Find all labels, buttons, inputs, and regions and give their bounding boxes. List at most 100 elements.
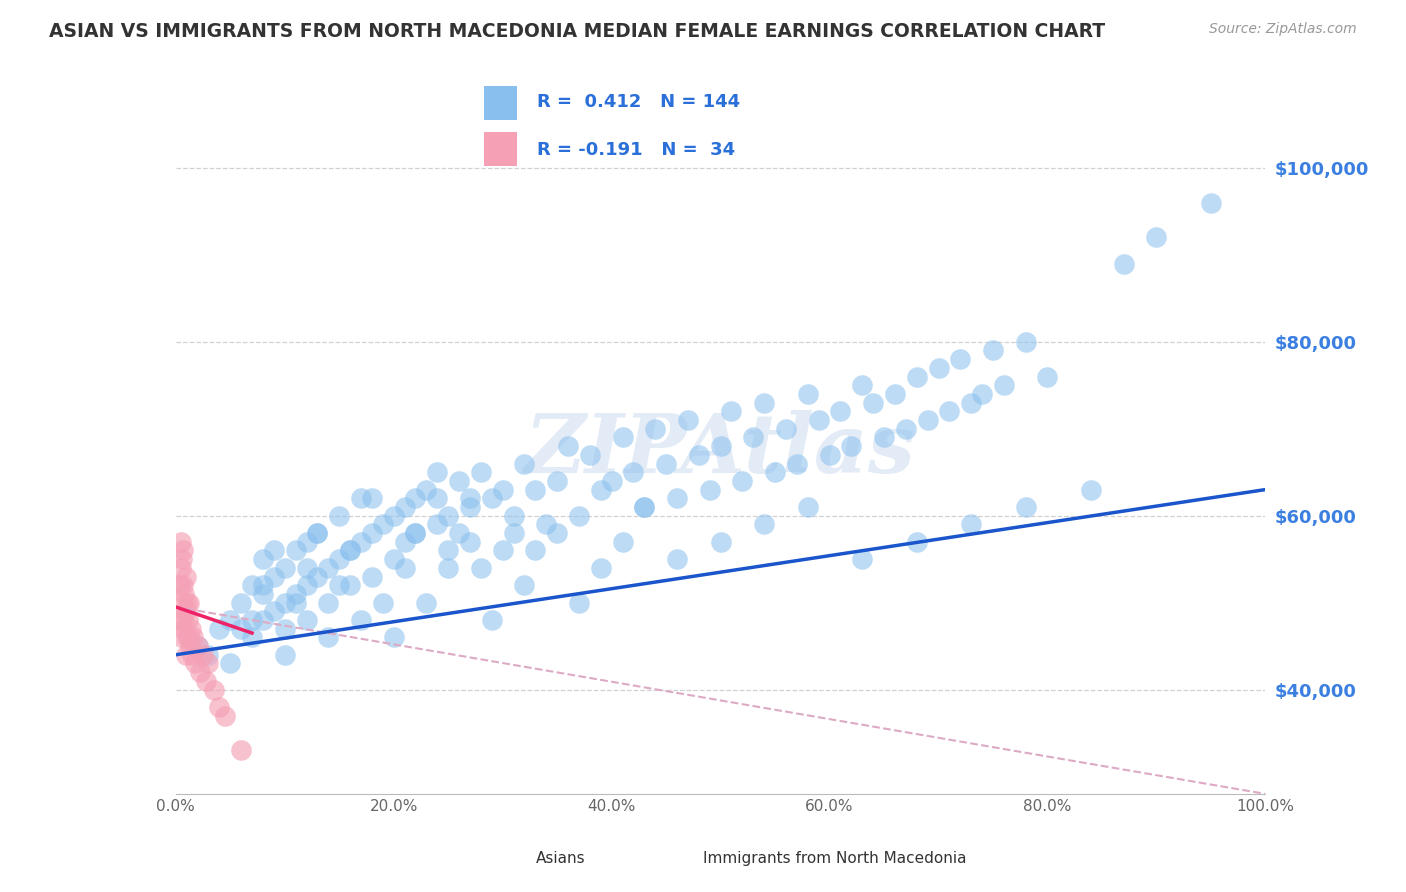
Point — [807, 413, 830, 427]
Point — [796, 500, 818, 514]
Point — [405, 526, 427, 541]
Point — [754, 517, 776, 532]
Point — [350, 613, 373, 627]
Point — [172, 543, 194, 558]
Point — [172, 596, 194, 610]
Point — [240, 578, 263, 592]
Point — [458, 534, 481, 549]
Point — [174, 648, 197, 662]
Point — [307, 569, 329, 583]
Point — [458, 491, 481, 506]
Point — [179, 639, 201, 653]
Point — [731, 474, 754, 488]
Point — [263, 569, 285, 583]
Point — [174, 569, 197, 583]
Point — [405, 526, 427, 541]
Point — [181, 631, 204, 645]
Point — [169, 613, 191, 627]
Point — [181, 648, 204, 662]
Point — [172, 578, 194, 592]
Point — [214, 708, 236, 723]
Point — [851, 552, 873, 566]
Text: R =  0.412   N = 144: R = 0.412 N = 144 — [537, 94, 740, 112]
Point — [579, 448, 602, 462]
Point — [742, 430, 765, 444]
Point — [274, 596, 297, 610]
Point — [382, 508, 405, 523]
Point — [775, 422, 797, 436]
Point — [360, 491, 382, 506]
Point — [186, 639, 209, 653]
Point — [633, 500, 655, 514]
Point — [502, 526, 524, 541]
Point — [394, 561, 416, 575]
Point — [274, 648, 297, 662]
Point — [862, 395, 884, 409]
Point — [231, 622, 253, 636]
Point — [382, 552, 405, 566]
Point — [177, 596, 200, 610]
Point — [720, 404, 742, 418]
Point — [173, 587, 195, 601]
Point — [208, 622, 231, 636]
Point — [492, 543, 515, 558]
Point — [841, 439, 863, 453]
Point — [252, 613, 274, 627]
Point — [295, 561, 318, 575]
Point — [318, 631, 340, 645]
Point — [710, 534, 733, 549]
Point — [644, 422, 666, 436]
Point — [197, 657, 219, 671]
Point — [339, 543, 361, 558]
Point — [339, 578, 361, 592]
Point — [481, 613, 503, 627]
Text: Immigrants from North Macedonia: Immigrants from North Macedonia — [703, 852, 966, 866]
Point — [174, 604, 197, 618]
Point — [295, 534, 318, 549]
Point — [1015, 334, 1038, 349]
Point — [231, 596, 253, 610]
Point — [180, 622, 202, 636]
Point — [186, 639, 209, 653]
Point — [851, 378, 873, 392]
Point — [318, 561, 340, 575]
Point — [405, 491, 427, 506]
Point — [240, 613, 263, 627]
Point — [437, 508, 460, 523]
Point — [546, 526, 568, 541]
Point — [219, 613, 242, 627]
Point — [195, 673, 218, 688]
Point — [917, 413, 939, 427]
Point — [328, 552, 350, 566]
Point — [172, 552, 194, 566]
Point — [589, 483, 612, 497]
Point — [1199, 195, 1222, 210]
Point — [568, 508, 591, 523]
Text: Source: ZipAtlas.com: Source: ZipAtlas.com — [1209, 22, 1357, 37]
Point — [502, 508, 524, 523]
Point — [371, 596, 394, 610]
Point — [513, 578, 536, 592]
Point — [169, 578, 191, 592]
Point — [295, 613, 318, 627]
Point — [415, 596, 437, 610]
Point — [1144, 230, 1167, 244]
Point — [633, 500, 655, 514]
Point — [676, 413, 699, 427]
Point — [263, 543, 285, 558]
Point — [284, 596, 307, 610]
Point — [284, 587, 307, 601]
Point — [884, 387, 907, 401]
Point — [666, 491, 689, 506]
Point — [938, 404, 960, 418]
Point — [328, 508, 350, 523]
Point — [394, 534, 416, 549]
Point — [688, 448, 710, 462]
Text: R = -0.191   N =  34: R = -0.191 N = 34 — [537, 141, 735, 159]
Point — [382, 631, 405, 645]
Point — [295, 578, 318, 592]
Point — [1080, 483, 1102, 497]
Point — [481, 491, 503, 506]
Point — [208, 700, 231, 714]
Point — [905, 534, 928, 549]
